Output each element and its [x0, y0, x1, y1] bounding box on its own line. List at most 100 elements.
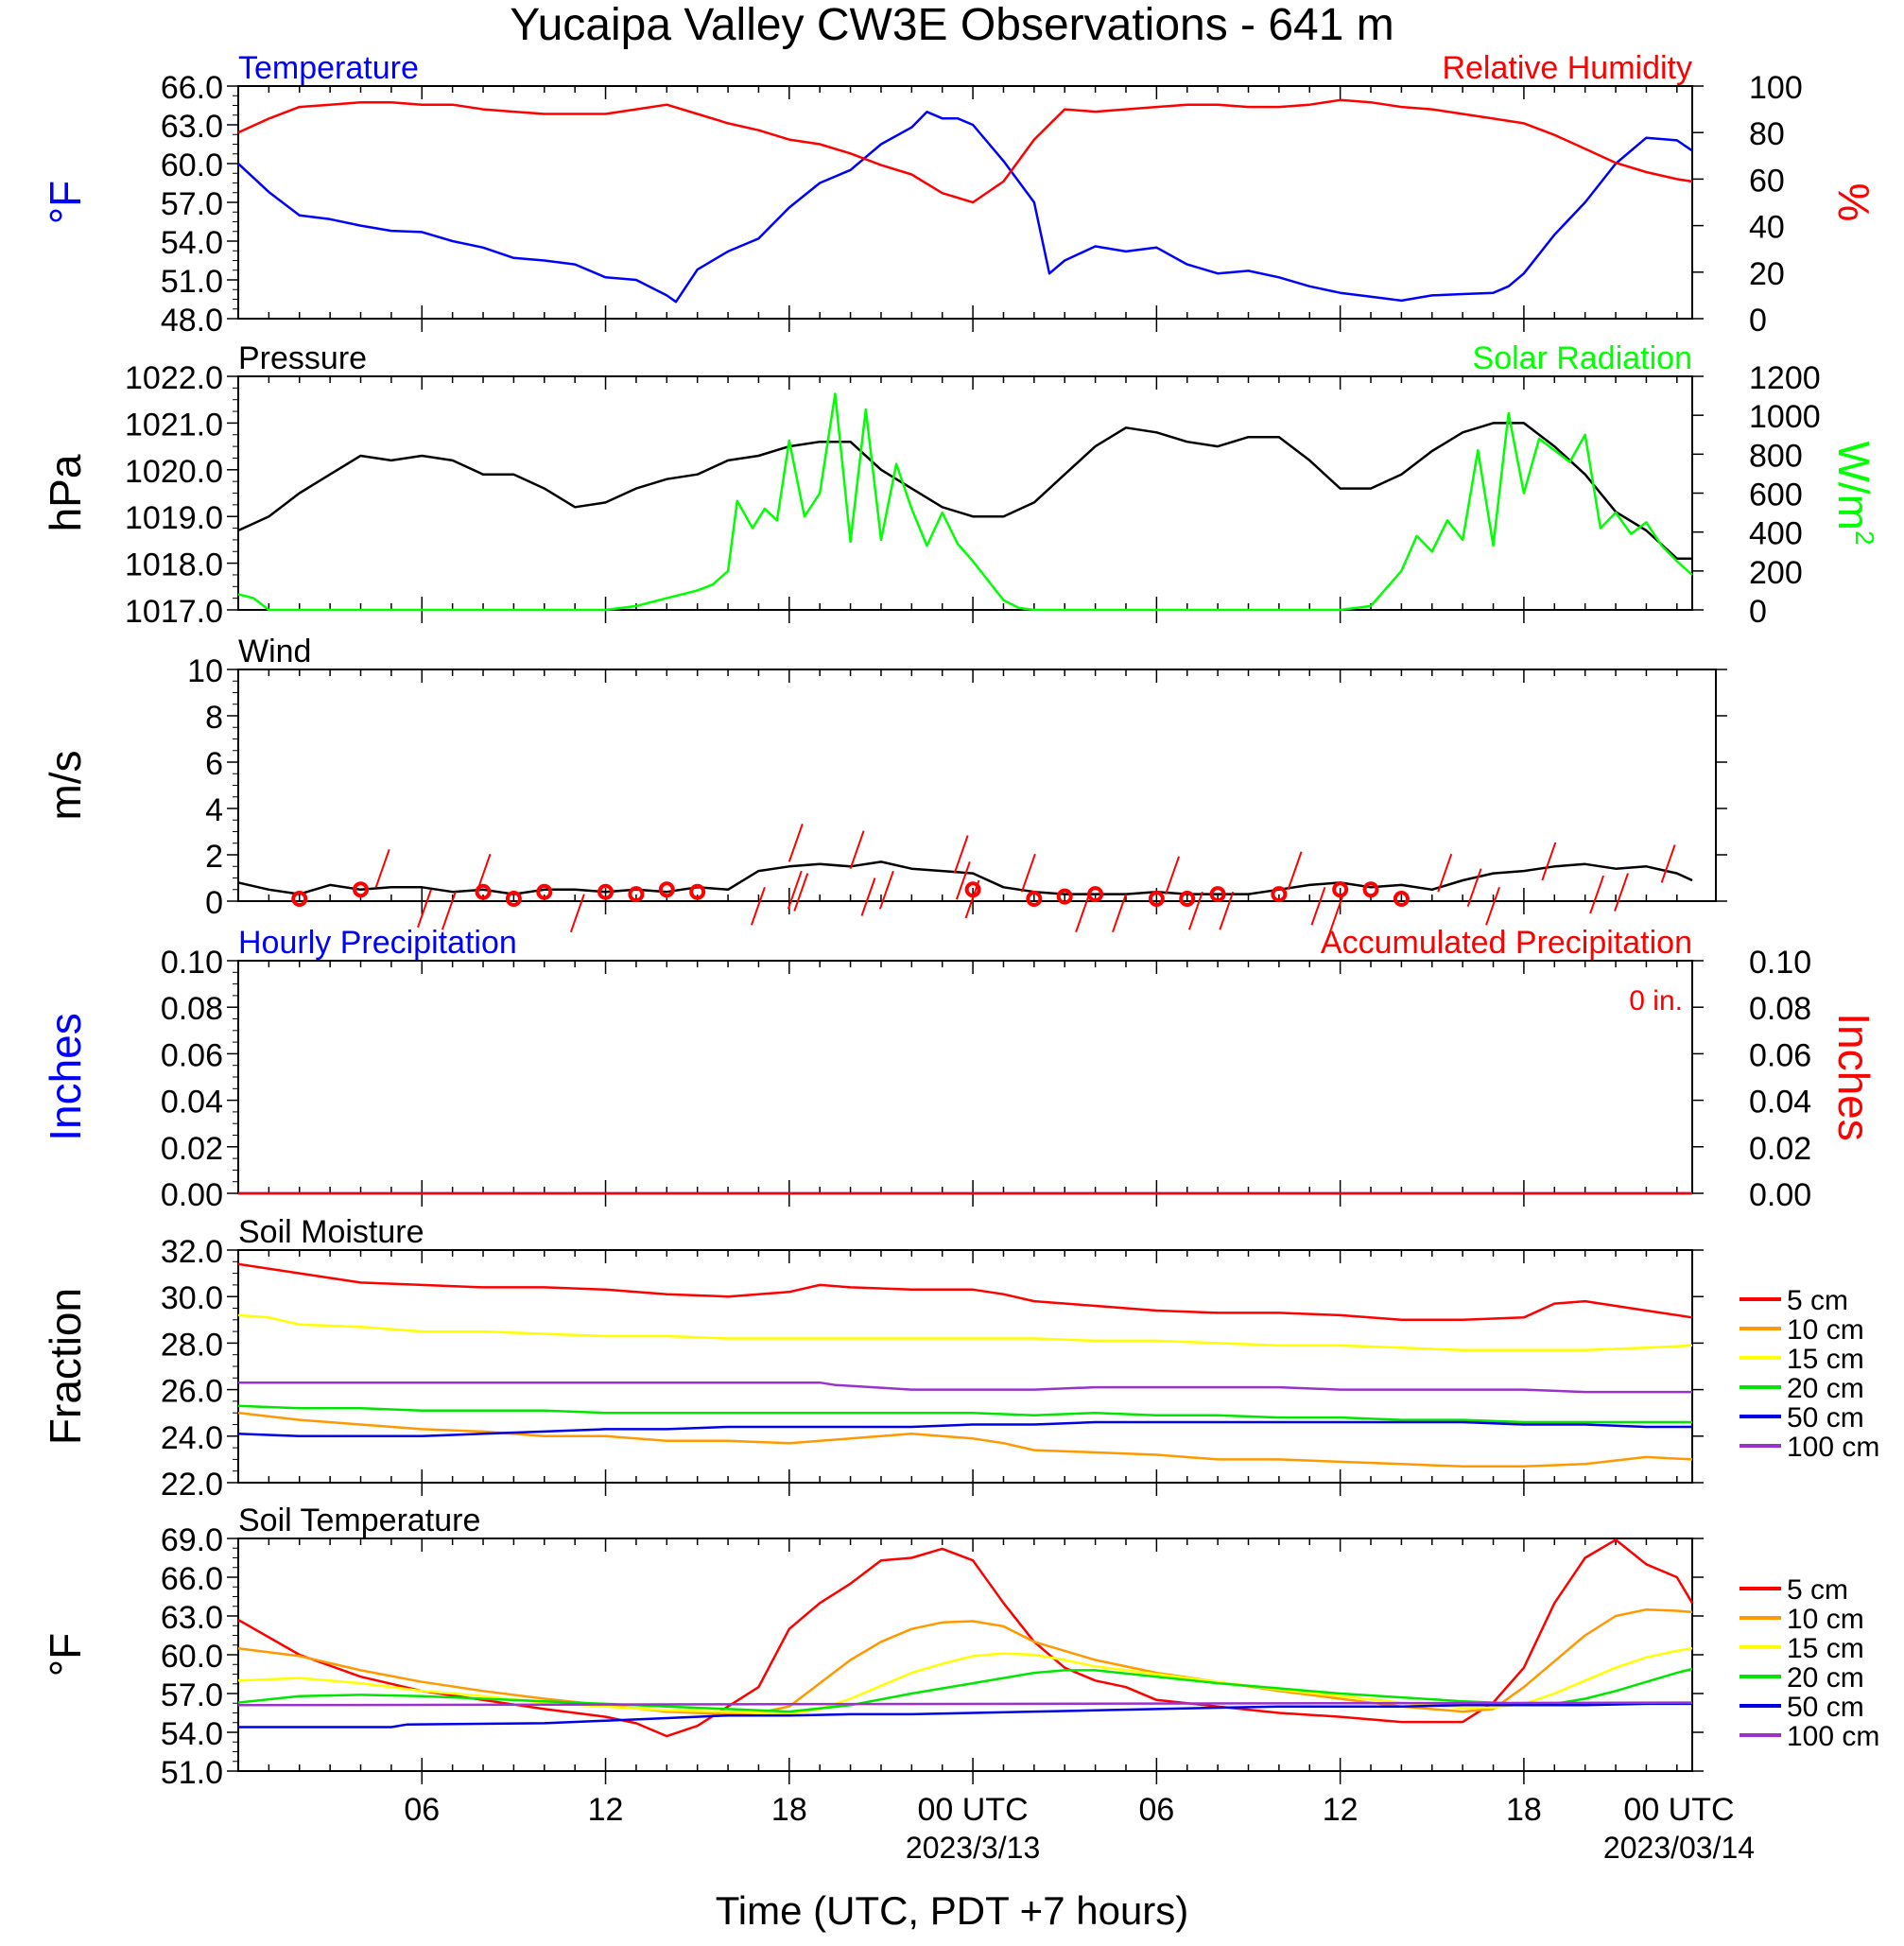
legend-label: 15 cm: [1787, 1344, 1864, 1375]
date-label: 2023/03/14: [1603, 1831, 1755, 1865]
wind-barb: [1466, 868, 1482, 908]
y-axis-label-left: Inches: [41, 1013, 90, 1141]
y-tick-label: 54.0: [161, 225, 223, 261]
x-tick-label: 06: [404, 1792, 440, 1828]
y-tick-label: 1022.0: [125, 360, 223, 396]
wind-calm-circle: [1026, 891, 1043, 908]
series-line-solar-radiation: [237, 392, 1693, 612]
x-tick-label: 18: [1506, 1792, 1542, 1828]
panel-title-left: Pressure: [238, 340, 367, 376]
panel-title-left: Temperature: [238, 50, 419, 86]
x-tick-label: 06: [1138, 1792, 1174, 1828]
y-tick-label: 0.08: [161, 991, 223, 1027]
panel-wind: 10 8 6 4 2 0 Wind m/s: [41, 634, 1727, 932]
y-right-tick-label: 200: [1749, 555, 1803, 591]
wind-barb: [849, 830, 865, 870]
wind-barb: [1165, 856, 1181, 895]
x-tick-label: 00 UTC: [1623, 1792, 1734, 1828]
y-tick-label: 1021.0: [125, 407, 223, 443]
y-right-tick-label: 1000: [1749, 399, 1821, 435]
series-line-50-cm: [238, 1702, 1692, 1729]
wind-calm-circle: [1179, 891, 1196, 908]
wind-calm-circle: [1332, 881, 1349, 898]
wind-barb: [417, 889, 432, 929]
y-right-tick-label: 0: [1749, 594, 1767, 630]
y-tick-label: 0.00: [161, 1177, 223, 1213]
wind-calm-circle: [1148, 891, 1165, 908]
y-tick-label: 6: [205, 746, 223, 782]
y-tick-label: 0.10: [161, 945, 223, 981]
wind-barb: [964, 879, 980, 919]
wind-barb: [750, 886, 766, 926]
y-tick-label: 1017.0: [125, 594, 223, 630]
wind-calm-circle: [1056, 888, 1073, 905]
y-right-tick-label: 40: [1749, 210, 1785, 246]
wind-barb: [878, 870, 894, 910]
y-tick-label: 66.0: [161, 1561, 223, 1597]
x-tick-label: 18: [771, 1792, 807, 1828]
wind-calm-circle: [1271, 886, 1288, 903]
series-line-relative-humidity: [237, 98, 1693, 204]
wind-barb: [1020, 853, 1036, 893]
y-right-tick-label: 0: [1749, 303, 1767, 339]
y-right-tick-label: 600: [1749, 478, 1803, 513]
wind-calm-circle: [505, 891, 522, 908]
series-line-pressure: [237, 422, 1692, 560]
series-line-100-cm: [237, 1701, 1693, 1707]
wind-calm-circle: [536, 883, 553, 900]
y-tick-label: 1018.0: [125, 547, 223, 583]
wind-barb: [1485, 886, 1500, 926]
legend-label: 5 cm: [1787, 1574, 1848, 1606]
wind-barb: [788, 824, 804, 862]
x-axis-label: Time (UTC, PDT +7 hours): [716, 1888, 1189, 1933]
y-tick-label: 1019.0: [125, 500, 223, 536]
wind-barb: [1310, 886, 1326, 926]
y-tick-label: 63.0: [161, 109, 223, 145]
y-right-tick-label: 0.10: [1749, 945, 1811, 981]
y-tick-label: 2: [205, 839, 223, 875]
y-tick-label: 22.0: [161, 1467, 223, 1503]
y-tick-label: 48.0: [161, 303, 223, 339]
y-tick-label: 0: [205, 885, 223, 921]
y-tick-label: 24.0: [161, 1420, 223, 1456]
wind-barb: [441, 891, 457, 930]
legend-label: 5 cm: [1787, 1285, 1848, 1316]
wind-barb: [955, 861, 971, 900]
y-right-tick-label: 400: [1749, 516, 1803, 552]
y-tick-label: 0.06: [161, 1037, 223, 1073]
wind-calm-circle: [689, 883, 706, 900]
panel-title-left: Soil Moisture: [238, 1214, 424, 1250]
wind-barb: [1541, 842, 1557, 881]
legend-label: 10 cm: [1787, 1314, 1864, 1346]
wind-calm-circle: [597, 883, 614, 900]
wind-barb: [793, 873, 809, 912]
wind-calm-circle: [1209, 886, 1226, 903]
panel-soil_temp: 69.066.063.060.057.054.051.0 Soil Tempera…: [41, 1503, 1879, 1791]
wind-calm-circle: [291, 891, 308, 908]
y-tick-label: 8: [205, 700, 223, 736]
y-tick-label: 60.0: [161, 1639, 223, 1675]
wind-calm-circle: [1362, 881, 1379, 898]
wind-barb: [953, 835, 969, 874]
y-tick-label: 28.0: [161, 1327, 223, 1363]
y-axis-label-left: °F: [41, 1633, 90, 1677]
y-tick-label: 60.0: [161, 148, 223, 183]
y-axis-label-right: %: [1829, 183, 1878, 222]
y-tick-label: 54.0: [161, 1716, 223, 1752]
y-tick-label: 63.0: [161, 1600, 223, 1636]
y-right-tick-label: 0.08: [1749, 991, 1811, 1027]
panel-soil_moisture: 32.0 30.0 28.0 26.0 24.0 22.0 Soil Moisture Fra…: [41, 1214, 1879, 1503]
series-line-5-cm: [237, 1262, 1693, 1322]
y-axis-label-right: W/m2: [1829, 441, 1879, 545]
wind-barb: [1437, 853, 1453, 893]
y-tick-label: 0.02: [161, 1131, 223, 1167]
y-tick-label: 66.0: [161, 70, 223, 106]
series-line-wind: [237, 860, 1693, 895]
y-axis-label-left: °F: [41, 181, 90, 225]
panels: 66.063.060.057.054.051.048.0100806040200…: [41, 50, 1879, 1791]
wind-barb: [1219, 891, 1235, 930]
y-right-tick-label: 0.02: [1749, 1131, 1811, 1167]
figure-title: Yucaipa Valley CW3E Observations - 641 m: [510, 0, 1394, 50]
y-right-tick-label: 80: [1749, 116, 1785, 152]
